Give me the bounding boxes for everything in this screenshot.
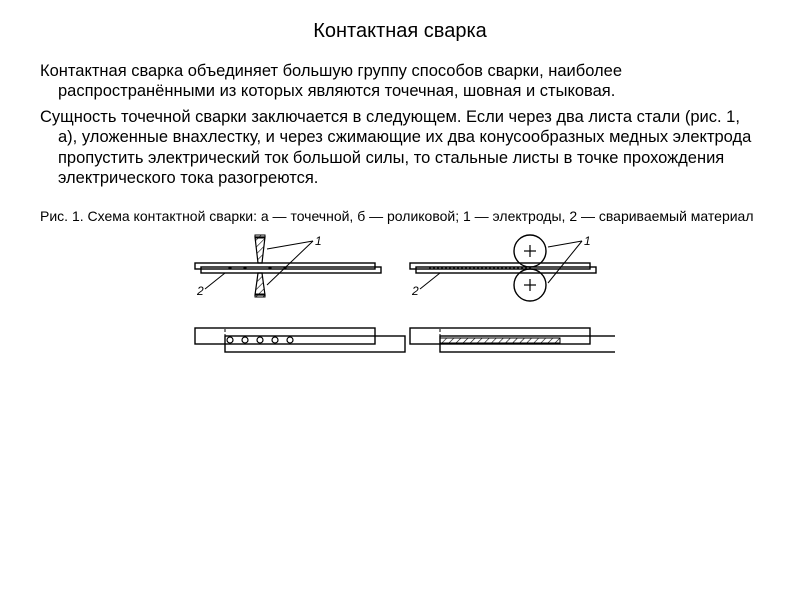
- figure-caption: Рис. 1. Схема контактной сварки: а — точ…: [40, 208, 760, 226]
- svg-text:2: 2: [196, 284, 204, 298]
- page-title: Контактная сварка: [40, 20, 760, 43]
- welding-diagram: 1 2 1 2: [185, 233, 615, 413]
- paragraph-1: Контактная сварка объединяет большую гру…: [40, 61, 760, 101]
- svg-text:2: 2: [411, 284, 419, 298]
- svg-text:1: 1: [315, 234, 322, 248]
- svg-text:1: 1: [584, 234, 591, 248]
- paragraph-2: Сущность точечной сварки заключается в с…: [40, 107, 760, 188]
- figure-container: 1 2 1 2: [40, 229, 760, 590]
